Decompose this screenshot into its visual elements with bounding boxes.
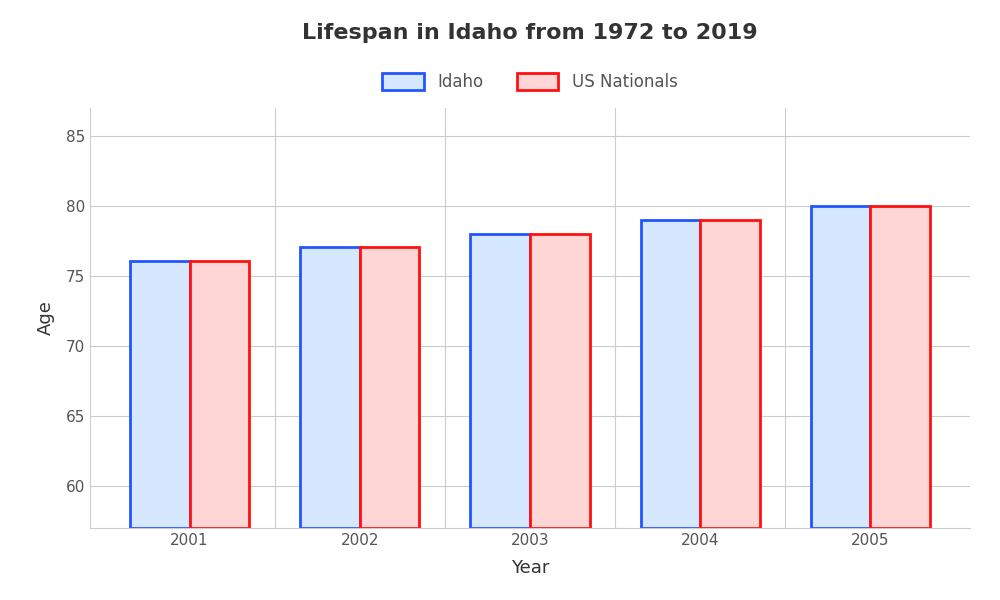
Bar xyxy=(190,260,249,528)
Bar xyxy=(641,220,700,528)
Bar xyxy=(811,206,870,528)
Bar xyxy=(130,260,190,528)
Y-axis label: Age: Age xyxy=(37,301,55,335)
Legend: Idaho, US Nationals: Idaho, US Nationals xyxy=(376,66,684,97)
Bar xyxy=(870,206,930,528)
Bar xyxy=(530,234,590,528)
Bar xyxy=(470,234,530,528)
Bar xyxy=(700,220,760,528)
Title: Lifespan in Idaho from 1972 to 2019: Lifespan in Idaho from 1972 to 2019 xyxy=(302,23,758,43)
Bar xyxy=(360,247,419,528)
Bar xyxy=(300,247,360,528)
X-axis label: Year: Year xyxy=(511,559,549,577)
